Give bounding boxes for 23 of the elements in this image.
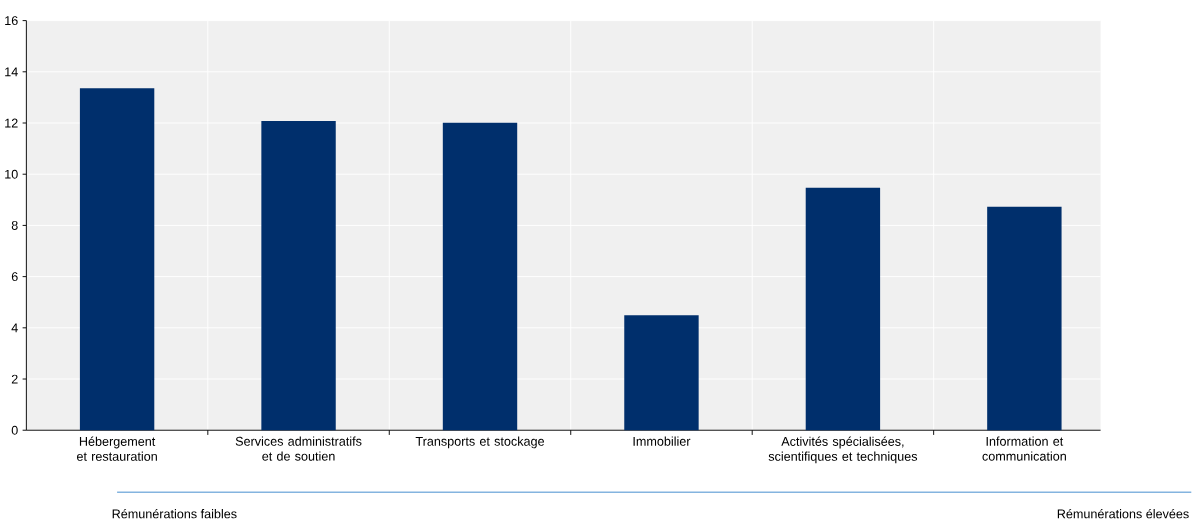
bar	[805, 187, 881, 431]
bar	[624, 315, 699, 431]
text: Rémunérations élevées	[1057, 508, 1189, 519]
bar	[442, 122, 518, 431]
bar	[987, 206, 1062, 431]
y-tick-label: 8	[11, 220, 18, 230]
y-tick-label: 2	[11, 374, 18, 384]
y-tick-label: 4	[11, 323, 18, 333]
y-tick-label: 12	[5, 118, 18, 128]
x-tick-label: Activités spécialisées, scientifiques et techniques	[768, 436, 918, 464]
bar	[261, 120, 336, 431]
bar	[79, 88, 155, 431]
x-tick-label: Hébergement et restauration	[77, 436, 157, 461]
x-tick-label: Immobilier	[633, 436, 691, 446]
text: Rémunérations faibles	[112, 508, 237, 519]
y-tick-label: 14	[5, 67, 18, 77]
x-tick-label: Information et communication	[982, 436, 1066, 461]
x-tick-label: Transports et stockage	[415, 436, 545, 449]
y-tick-label: 10	[5, 169, 18, 179]
x-tick-label: Services administratifs et de soutien	[235, 436, 362, 461]
y-tick-label: 0	[11, 425, 18, 435]
y-tick-label: 6	[11, 272, 18, 281]
y-tick-label: 16	[5, 16, 18, 25]
